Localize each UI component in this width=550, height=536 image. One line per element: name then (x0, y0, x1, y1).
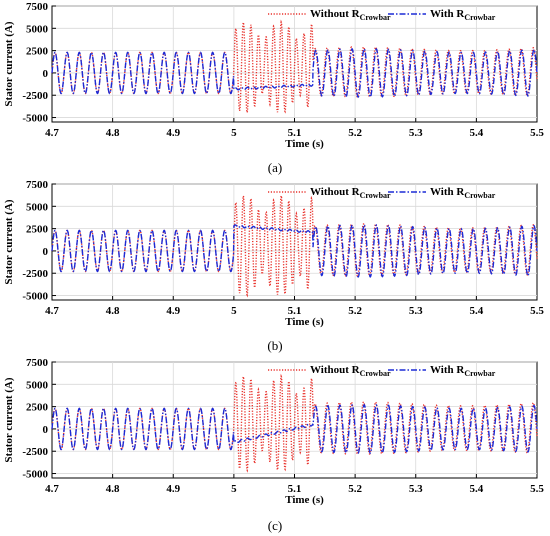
x-tick-label-b-6: 5.3 (409, 305, 423, 317)
y-tick-label-c-1: 5000 (26, 379, 49, 391)
chart-caption-a: (a) (267, 160, 283, 175)
x-tick-label-c-4: 5.1 (288, 483, 302, 495)
series-line-b-with-crowbar (51, 223, 538, 278)
x-axis-label-c: Time (s) (285, 494, 324, 506)
x-tick-label-c-1: 4.8 (106, 483, 120, 495)
x-tick-label-c-0: 4.7 (45, 483, 59, 495)
legend-name-a-1: With R (430, 8, 465, 20)
x-tick-label-b-4: 5.1 (288, 305, 302, 317)
x-tick-label-b-2: 4.9 (166, 305, 180, 317)
x-tick-label-a-8: 5.5 (530, 127, 544, 139)
y-tick-label-b-2: 2500 (26, 224, 49, 236)
chart-panel-a: 4.7 4.8 4.9 5 5.1 5.2 5.3 5.4 5.5 7500 5000 2500 0 -2… (0, 0, 550, 178)
y-tick-label-c-0: 7500 (26, 357, 49, 369)
y-tick-label-a-3: 0 (43, 68, 49, 80)
x-tick-label-c-6: 5.3 (409, 483, 423, 495)
y-tick-label-b-4: -2500 (22, 268, 48, 280)
x-tick-label-b-5: 5.2 (348, 305, 362, 317)
x-tick-label-b-8: 5.5 (530, 305, 544, 317)
legend-subscript-b-0: Crowbar (360, 191, 391, 200)
legend-label-a-1: With RCrowbar (430, 8, 496, 22)
x-tick-label-c-8: 5.5 (530, 483, 544, 495)
y-axis-label-c: Stator current (A) (3, 377, 15, 462)
x-tick-label-c-2: 4.9 (166, 483, 180, 495)
x-tick-label-c-5: 5.2 (348, 483, 362, 495)
x-tick-label-b-3: 5 (231, 305, 237, 317)
y-tick-label-c-2: 2500 (26, 402, 49, 414)
chart-svg-a: 4.7 4.8 4.9 5 5.1 5.2 5.3 5.4 5.5 7500 5000 2500 0 -2… (3, 1, 544, 150)
y-tick-label-c-4: -2500 (22, 446, 48, 458)
legend-subscript-b-1: Crowbar (464, 191, 495, 200)
legend-label-a-0: Without RCrowbar (310, 8, 391, 22)
legend-subscript-a-0: Crowbar (360, 13, 391, 22)
legend-name-c-0: Without R (310, 364, 361, 376)
chart-caption-b: (b) (267, 338, 283, 353)
y-tick-label-c-3: 0 (43, 424, 49, 436)
legend-label-c-0: Without RCrowbar (310, 364, 391, 378)
x-tick-label-a-1: 4.8 (106, 127, 120, 139)
chart-panel-c: 4.7 4.8 4.9 5 5.1 5.2 5.3 5.4 5.5 7500 5000 2500 0 -2… (0, 356, 550, 534)
y-tick-label-b-5: -5000 (22, 291, 48, 303)
chart-panel-b: 4.7 4.8 4.9 5 5.1 5.2 5.3 5.4 5.5 7500 5000 2500 0 -2… (0, 178, 550, 356)
legend-label-c-1: With RCrowbar (430, 364, 496, 378)
x-tick-label-c-3: 5 (231, 483, 237, 495)
legend-name-c-1: With R (430, 364, 465, 376)
legend-subscript-c-1: Crowbar (464, 369, 495, 378)
series-line-c-with-crowbar (51, 403, 538, 454)
legend-name-a-0: Without R (310, 8, 361, 20)
y-tick-label-a-0: 7500 (26, 1, 49, 13)
legend-label-b-0: Without RCrowbar (310, 186, 391, 200)
y-tick-label-b-1: 5000 (26, 201, 49, 213)
y-tick-label-a-1: 5000 (26, 23, 49, 35)
y-axis-label-b: Stator current (A) (3, 199, 15, 284)
x-tick-label-a-7: 5.4 (470, 127, 484, 139)
x-tick-label-a-4: 5.1 (288, 127, 302, 139)
x-tick-label-a-3: 5 (231, 127, 237, 139)
x-tick-label-b-7: 5.4 (470, 305, 484, 317)
x-tick-label-b-1: 4.8 (106, 305, 120, 317)
y-tick-label-a-2: 2500 (26, 46, 49, 58)
x-tick-label-a-5: 5.2 (348, 127, 362, 139)
legend-name-b-0: Without R (310, 186, 361, 198)
x-tick-label-a-0: 4.7 (45, 127, 59, 139)
y-axis-label-a: Stator current (A) (3, 21, 15, 106)
y-tick-label-b-3: 0 (43, 246, 49, 258)
series-line-a-with-crowbar (51, 47, 538, 98)
y-tick-label-b-0: 7500 (26, 179, 49, 191)
x-axis-label-a: Time (s) (285, 138, 324, 150)
y-tick-label-a-4: -2500 (22, 90, 48, 102)
x-tick-label-a-2: 4.9 (166, 127, 180, 139)
legend-subscript-a-1: Crowbar (464, 13, 495, 22)
legend-label-b-1: With RCrowbar (430, 186, 496, 200)
chart-svg-c: 4.7 4.8 4.9 5 5.1 5.2 5.3 5.4 5.5 7500 5000 2500 0 -2… (3, 357, 544, 506)
y-tick-label-a-5: -5000 (22, 113, 48, 125)
x-tick-label-a-6: 5.3 (409, 127, 423, 139)
legend-subscript-c-0: Crowbar (360, 369, 391, 378)
chart-svg-b: 4.7 4.8 4.9 5 5.1 5.2 5.3 5.4 5.5 7500 5000 2500 0 -2… (3, 179, 544, 328)
chart-caption-c: (c) (267, 518, 283, 533)
legend-name-b-1: With R (430, 186, 465, 198)
x-axis-label-b: Time (s) (285, 316, 324, 328)
y-tick-label-c-5: -5000 (22, 469, 48, 481)
x-tick-label-b-0: 4.7 (45, 305, 59, 317)
x-tick-label-c-7: 5.4 (470, 483, 484, 495)
